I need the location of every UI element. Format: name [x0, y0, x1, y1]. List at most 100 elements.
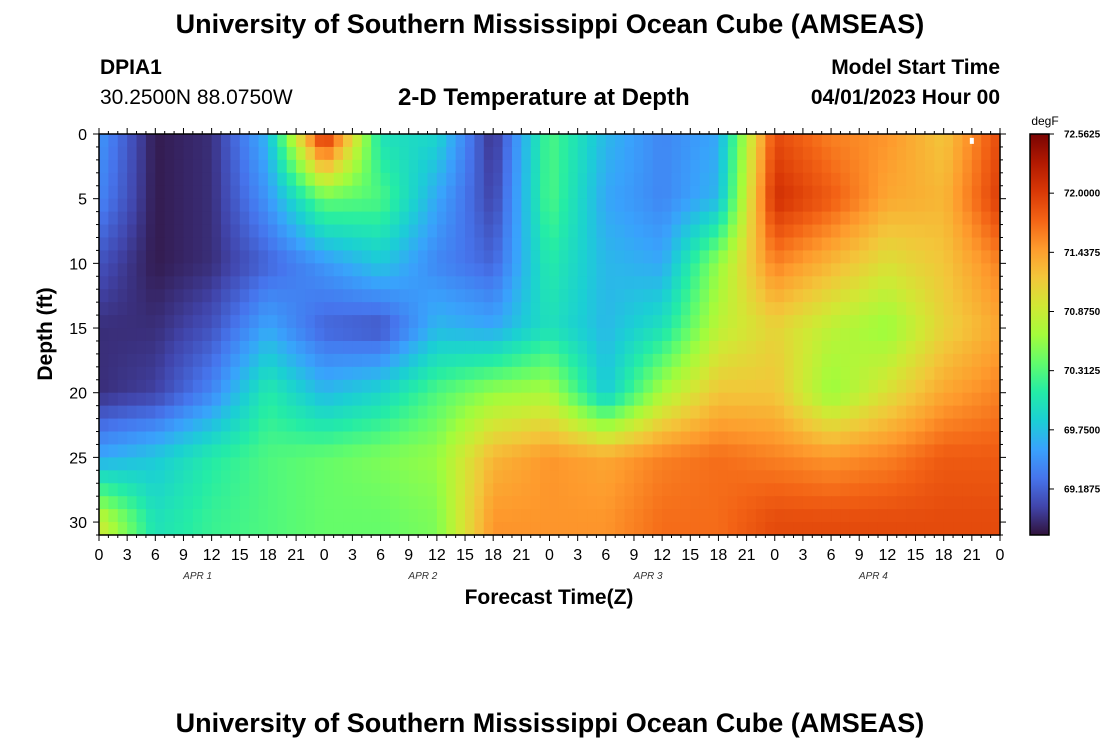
heatmap-cell: [812, 172, 823, 187]
heatmap-cell: [436, 146, 447, 161]
heatmap-cell: [624, 289, 635, 303]
heatmap-cell: [493, 509, 504, 523]
heatmap-cell: [164, 134, 175, 148]
heatmap-cell: [136, 315, 147, 329]
heatmap-cell: [971, 483, 982, 497]
heatmap-cell: [277, 263, 288, 277]
x-tick-label: 21: [512, 547, 530, 564]
heatmap-cell: [915, 509, 926, 523]
x-tick-label: 15: [907, 547, 925, 564]
heatmap-cell: [296, 444, 307, 458]
heatmap-cell: [755, 159, 766, 174]
heatmap-cell: [258, 328, 269, 342]
heatmap-cell: [924, 185, 935, 200]
heatmap-cell: [812, 483, 823, 497]
heatmap-cell: [793, 250, 804, 264]
heatmap-cell: [399, 431, 410, 446]
heatmap-cell: [192, 405, 203, 420]
heatmap-cell: [530, 159, 541, 174]
heatmap-cell: [465, 146, 476, 161]
heatmap-cell: [577, 159, 588, 174]
heatmap-cell: [821, 250, 832, 264]
heatmap-cell: [990, 134, 1001, 148]
heatmap-cell: [812, 379, 823, 394]
heatmap-cell: [953, 340, 964, 355]
heatmap-cell: [221, 457, 231, 471]
heatmap-cell: [493, 405, 504, 420]
heatmap-cell: [568, 134, 579, 148]
heatmap-cell: [831, 172, 842, 187]
heatmap-cell: [737, 250, 748, 264]
heatmap-cell: [361, 392, 372, 407]
heatmap-cell: [502, 405, 513, 420]
heatmap-cell: [633, 392, 644, 407]
heatmap-cell: [277, 159, 288, 174]
heatmap-cell: [802, 185, 813, 200]
heatmap-cell: [343, 483, 354, 497]
colorbar-tick-label: 70.8750: [1064, 307, 1100, 318]
heatmap-cell: [690, 198, 701, 213]
heatmap-cell: [699, 289, 710, 303]
heatmap-cell: [615, 198, 626, 213]
heatmap-cell: [202, 379, 213, 394]
heatmap-cell: [380, 146, 391, 161]
heatmap-cell: [727, 134, 738, 148]
heatmap-cell: [802, 483, 813, 497]
heatmap-cell: [680, 276, 691, 290]
heatmap-cell: [483, 457, 494, 471]
heatmap-cell: [230, 353, 241, 368]
heatmap-cell: [962, 172, 973, 187]
heatmap-cell: [831, 263, 842, 277]
heatmap-cell: [314, 509, 325, 523]
heatmap-cell: [962, 509, 973, 523]
heatmap-cell: [530, 418, 541, 433]
heatmap-cell: [643, 328, 654, 342]
heatmap-cell: [755, 237, 766, 252]
heatmap-cell: [99, 263, 109, 277]
heatmap-cell: [831, 198, 842, 213]
heatmap-cell: [427, 509, 438, 523]
heatmap-cell: [577, 237, 588, 252]
heatmap-cell: [877, 509, 888, 523]
heatmap-cell: [671, 224, 682, 239]
heatmap-cell: [211, 353, 222, 368]
heatmap-cell: [549, 444, 560, 458]
heatmap-cell: [305, 146, 316, 161]
heatmap-cell: [249, 444, 260, 458]
heatmap-cell: [605, 263, 616, 277]
heatmap-cell: [849, 457, 860, 471]
heatmap-cell: [427, 263, 438, 277]
heatmap-cell: [831, 431, 842, 446]
heatmap-cell: [605, 134, 616, 148]
heatmap-cell: [802, 418, 813, 433]
heatmap-cell: [971, 444, 982, 458]
heatmap-cell: [380, 185, 391, 200]
heatmap-cell: [352, 366, 363, 381]
heatmap-cell: [127, 379, 138, 394]
heatmap-cell: [971, 224, 982, 239]
heatmap-cell: [239, 146, 250, 161]
heatmap-cell: [99, 392, 109, 407]
heatmap-cell: [408, 185, 419, 200]
heatmap-cell: [455, 146, 466, 161]
heatmap-cell: [389, 366, 400, 381]
heatmap-cell: [239, 237, 250, 252]
heatmap-cell: [136, 237, 147, 252]
heatmap-cell: [483, 392, 494, 407]
heatmap-cell: [183, 315, 194, 329]
heatmap-cell: [343, 146, 354, 161]
heatmap-cell: [483, 353, 494, 368]
heatmap-cell: [211, 522, 222, 536]
heatmap-cell: [831, 470, 842, 484]
heatmap-cell: [690, 444, 701, 458]
heatmap-cell: [286, 224, 297, 239]
heatmap-cell: [446, 496, 457, 510]
heatmap-cell: [343, 379, 354, 394]
heatmap-cell: [765, 134, 776, 148]
heatmap-cell: [662, 366, 673, 381]
heatmap-cell: [202, 328, 213, 342]
heatmap-cell: [934, 457, 945, 471]
heatmap-cell: [446, 289, 457, 303]
heatmap-cell: [127, 483, 138, 497]
heatmap-cell: [671, 470, 682, 484]
